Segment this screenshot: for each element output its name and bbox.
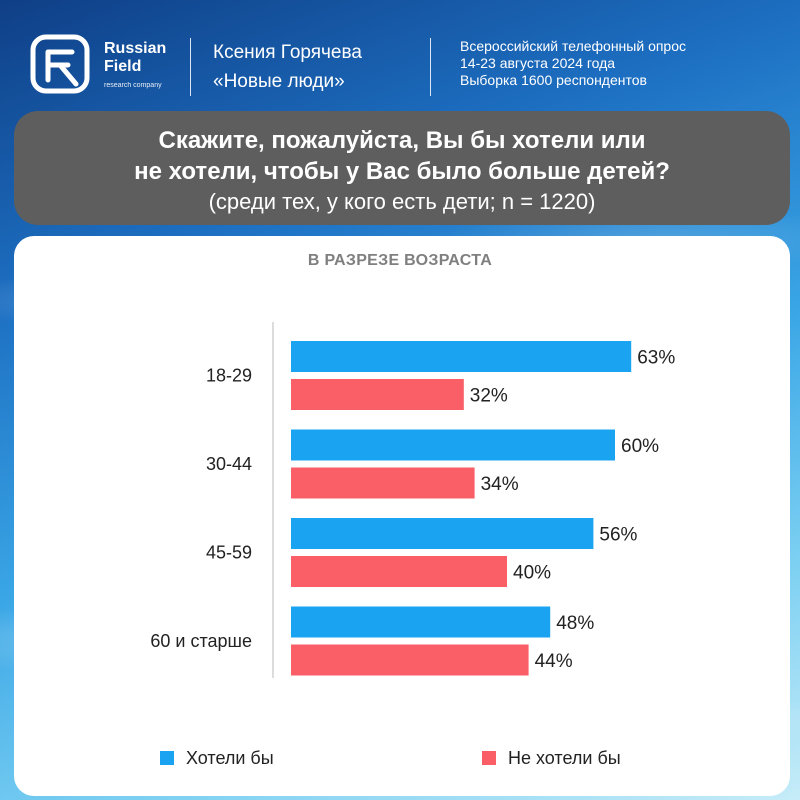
survey-sample: Выборка 1600 респондентов (460, 72, 647, 88)
question-banner: Скажите, пожалуйста, Вы бы хотели или не… (14, 111, 790, 225)
brand-name: Russian Field research company (104, 40, 166, 95)
data-label: 44% (535, 651, 573, 672)
data-label: 34% (481, 474, 519, 495)
bar-want (291, 429, 615, 461)
data-label: 56% (599, 525, 637, 546)
header-divider-1 (190, 38, 191, 96)
survey-type: Всероссийский телефонный опрос (460, 38, 687, 54)
survey-info: Всероссийский телефонный опрос 14-23 авг… (460, 38, 686, 89)
bar-want (291, 606, 551, 638)
brand-subtitle: research company (104, 82, 162, 89)
question-line-1: Скажите, пожалуйста, Вы бы хотели или (158, 127, 646, 154)
chart-card (14, 236, 790, 796)
header-divider-2 (430, 38, 431, 96)
legend-swatch-want (160, 750, 174, 765)
russian-field-logo (30, 34, 90, 94)
category-label: 30-44 (206, 454, 252, 474)
question-subtitle: (среди тех, у кого есть дети; n = 1220) (208, 189, 596, 214)
survey-dates: 14-23 августа 2024 года (460, 55, 616, 71)
data-label: 63% (637, 348, 675, 369)
bar-not-want (291, 467, 475, 499)
data-label: 40% (513, 563, 551, 584)
question-line-2: не хотели, чтобы у Вас было больше детей… (134, 158, 670, 185)
author-name: Ксения Горячева (213, 42, 362, 63)
author-block: Ксения Горячева «Новые люди» (213, 38, 362, 96)
bar-want (291, 341, 632, 372)
data-label: 48% (556, 613, 594, 634)
legend-label-want: Хотели бы (186, 748, 274, 768)
legend-item-want: Хотели бы (160, 748, 274, 769)
bar-not-want (291, 379, 464, 410)
author-party: «Новые люди» (213, 71, 345, 92)
data-label: 60% (621, 436, 659, 457)
legend-swatch-not-want (482, 750, 496, 765)
bar-not-want (291, 556, 507, 587)
header: Russian Field research company Ксения Го… (0, 0, 800, 110)
bar-not-want (291, 644, 529, 676)
bar-want (291, 518, 594, 549)
data-label: 32% (470, 386, 508, 407)
legend-item-not-want: Не хотели бы (482, 748, 621, 769)
category-label: 45-59 (206, 543, 252, 563)
brand-line-1: Russian (104, 40, 167, 57)
category-label: 18-29 (206, 366, 252, 386)
legend-label-not-want: Не хотели бы (508, 748, 621, 768)
brand-line-2: Field (104, 58, 142, 75)
category-label: 60 и старше (150, 631, 252, 651)
chart-title: В РАЗРЕЗЕ ВОЗРАСТА (307, 252, 493, 269)
